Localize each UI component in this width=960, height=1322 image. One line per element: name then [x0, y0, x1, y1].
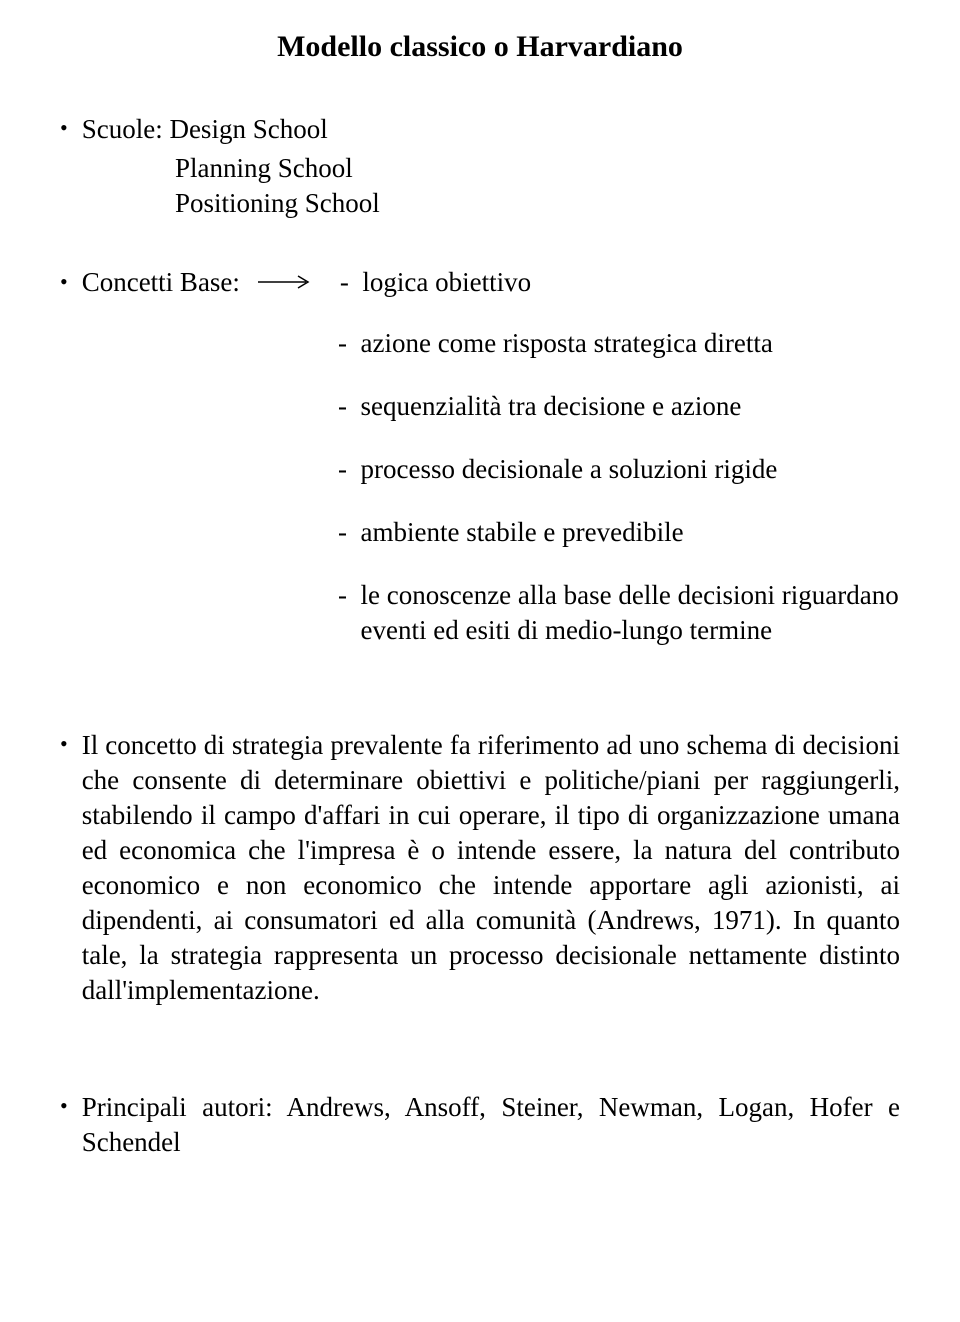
arrow-right-icon: [258, 275, 316, 289]
bullet-icon: •: [60, 112, 68, 144]
page-title: Modello classico o Harvardiano: [60, 30, 900, 64]
concetti-item: - azione come risposta strategica dirett…: [338, 326, 900, 361]
scuole-item: Planning School: [175, 151, 900, 186]
scuole-bullet: • Scuole: Design School: [60, 112, 900, 147]
concetti-item: - ambiente stabile e prevedibile: [338, 515, 900, 550]
scuole-label: Scuole: Design School: [82, 112, 328, 147]
concetti-row: • Concetti Base: - logica obiettivo: [60, 266, 900, 298]
concetti-item: - sequenzialità tra decisione e azione: [338, 389, 900, 424]
authors-text: Principali autori: Andrews, Ansoff, Stei…: [82, 1090, 900, 1160]
concetti-item: - processo decisionale a soluzioni rigid…: [338, 452, 900, 487]
bullet-icon: •: [60, 266, 68, 298]
bullet-icon: •: [60, 1090, 68, 1122]
bullet-icon: •: [60, 728, 68, 760]
authors-bullet: • Principali autori: Andrews, Ansoff, St…: [60, 1090, 900, 1160]
concetti-item: - le conoscenze alla base delle decision…: [338, 578, 900, 648]
concetti-first-item: - logica obiettivo: [340, 267, 531, 298]
paragraph-text: Il concetto di strategia prevalente fa r…: [82, 728, 900, 1008]
paragraph-bullet: • Il concetto di strategia prevalente fa…: [60, 728, 900, 1008]
scuole-item: Positioning School: [175, 186, 900, 221]
concetti-label: Concetti Base:: [82, 267, 240, 298]
